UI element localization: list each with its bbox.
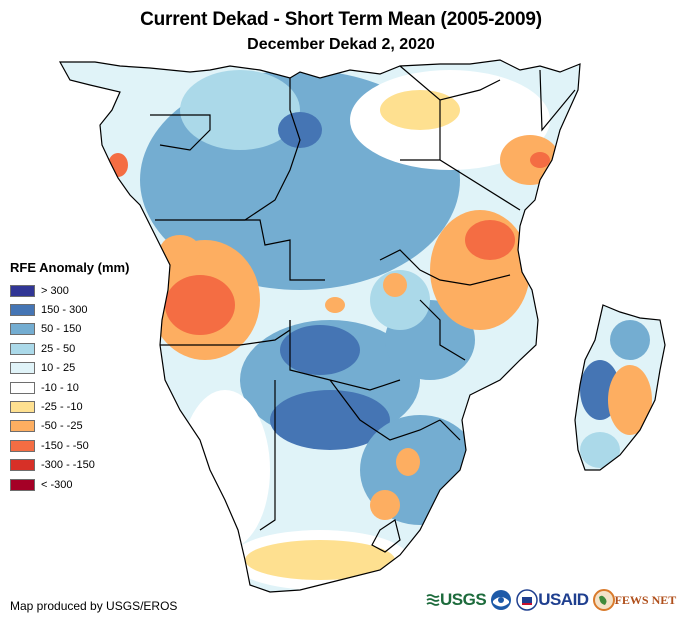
- legend-swatch: [10, 439, 35, 452]
- legend-item: 10 - 25: [10, 359, 129, 378]
- border-gabon: [150, 114, 211, 151]
- zone-angola-north: [160, 235, 200, 265]
- zone-zambia-core: [280, 325, 360, 375]
- zone-tanzania-core: [465, 220, 515, 260]
- zone-angola-east-dry: [325, 297, 345, 313]
- legend-swatch: [10, 342, 35, 355]
- legend-label: > 300: [41, 284, 69, 297]
- legend-swatch: [10, 459, 35, 472]
- legend-label: -150 - -50: [41, 439, 89, 452]
- legend-swatch: [10, 478, 35, 491]
- legend-item: -10 - 10: [10, 378, 129, 397]
- zone-kenya-core: [530, 152, 550, 168]
- legend-item: > 300: [10, 281, 129, 300]
- zone-botswana-wet: [270, 390, 390, 450]
- zone-angola-core: [165, 275, 235, 335]
- zone-madagascar-north-wet: [610, 320, 650, 360]
- border-tanzania-south: [379, 249, 511, 286]
- legend-item: < -300: [10, 475, 129, 494]
- legend-swatch: [10, 381, 35, 394]
- border-sudan: [399, 65, 501, 101]
- fewsnet-logo: FEWS NET: [592, 589, 677, 611]
- legend-item: 50 - 150: [10, 320, 129, 339]
- border-angola-drc: [155, 219, 325, 281]
- usgs-wordmark: USGS: [440, 590, 487, 609]
- zone-madagascar-east-dry: [608, 365, 652, 435]
- usaid-seal-icon: [516, 589, 538, 611]
- border-mozambique-south: [439, 419, 461, 441]
- border-botswana: [329, 379, 441, 441]
- legend-swatch: [10, 304, 35, 317]
- zone-car-wet: [278, 112, 322, 148]
- zone-madagascar-south: [580, 432, 620, 468]
- noaa-logo: [490, 589, 512, 611]
- zone-south-sudan-dry: [380, 90, 460, 130]
- legend-item: -300 - -150: [10, 456, 129, 475]
- logo-bar: USGS USAID FEWS NET: [426, 586, 676, 614]
- border-malawi: [419, 299, 466, 361]
- legend-label: 150 - 300: [41, 304, 88, 317]
- legend-item: -50 - -25: [10, 417, 129, 436]
- usgs-wave-icon: [426, 594, 440, 606]
- zone-limpopo-dry: [396, 448, 420, 476]
- border-kenya-somalia: [539, 69, 576, 132]
- map-title: Current Dekad - Short Term Mean (2005-20…: [140, 9, 542, 30]
- legend-label: < -300: [41, 478, 73, 491]
- legend-label: -50 - -25: [41, 420, 83, 433]
- legend-label: 10 - 25: [41, 362, 76, 375]
- fewsnet-wordmark: FEWS NET: [614, 592, 677, 607]
- border-lesotho: [371, 519, 401, 553]
- border-namibia-sa: [259, 380, 276, 531]
- map-subtitle: December Dekad 2, 2020: [247, 36, 435, 53]
- fewsnet-globe-icon: [592, 589, 615, 611]
- legend-label: -10 - 10: [41, 381, 79, 394]
- usaid-wordmark: USAID: [538, 590, 589, 609]
- legend-item: -150 - -50: [10, 436, 129, 455]
- legend-swatch: [10, 401, 35, 414]
- legend-label: -25 - -10: [41, 401, 83, 414]
- zone-transvaal-dry: [370, 490, 400, 520]
- legend-title: RFE Anomaly (mm): [10, 260, 130, 275]
- legend-item: -25 - -10: [10, 397, 129, 416]
- legend-label: 25 - 50: [41, 342, 76, 355]
- zone-zambia-north-dry: [383, 273, 407, 297]
- zone-south-africa-dry: [245, 540, 395, 580]
- legend-items: > 300 150 - 300 50 - 150 25 - 50 10 - 25 -10 …: [10, 281, 129, 494]
- zone-namibia-neutral: [180, 390, 270, 550]
- legend-item: 25 - 50: [10, 339, 129, 358]
- madagascar-outline: [574, 304, 666, 471]
- map-credit: Map produced by USGS/EROS: [10, 599, 178, 613]
- usaid-logo: USAID: [516, 589, 589, 611]
- zone-somalia-dry: [570, 90, 630, 130]
- legend-item: 150 - 300: [10, 300, 129, 319]
- legend-swatch: [10, 323, 35, 336]
- usgs-logo: USGS: [426, 590, 487, 610]
- legend: RFE Anomaly (mm) > 300 150 - 300 50 - 150 2…: [10, 260, 129, 494]
- legend-label: 50 - 150: [41, 323, 82, 336]
- legend-swatch: [10, 362, 35, 375]
- country-borders: [59, 59, 666, 593]
- legend-swatch: [10, 284, 35, 297]
- noaa-emblem-icon: [491, 590, 512, 610]
- legend-label: -300 - -150: [41, 459, 95, 472]
- legend-swatch: [10, 420, 35, 433]
